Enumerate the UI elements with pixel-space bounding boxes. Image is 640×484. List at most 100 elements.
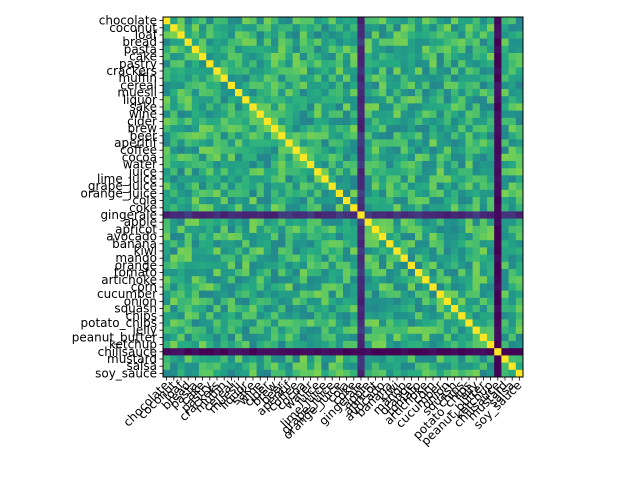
heatmap-cell [357,233,365,241]
heatmap-cell [220,168,229,176]
heatmap-cell [235,60,243,68]
heatmap-cell [407,348,416,356]
heatmap-cell [379,204,387,212]
y-tick-label: squash [114,302,157,316]
heatmap-cell [515,197,524,205]
heatmap-cell [242,305,250,313]
heatmap-cell [515,67,524,75]
heatmap-cell [364,290,373,299]
heatmap-cell [472,110,481,119]
heatmap-cell [436,17,445,25]
heatmap-cell [400,283,409,291]
heatmap-cell [285,38,293,47]
heatmap-cell [364,168,373,176]
heatmap-cell [235,74,243,83]
heatmap-cell [501,233,509,241]
heatmap-cell [400,38,409,47]
heatmap-cell [400,132,409,140]
heatmap-cell [163,189,171,198]
heatmap-cell [458,67,466,75]
heatmap-cell [407,168,416,176]
heatmap-cell [314,240,322,248]
heatmap-cell [393,81,401,90]
heatmap-cell [436,369,445,378]
heatmap-cell [494,117,502,126]
heatmap-cell [285,146,293,155]
heatmap-cell [271,110,279,119]
heatmap-cell [371,254,380,263]
heatmap-cell [199,319,207,327]
heatmap-cell [191,240,200,248]
heatmap-cell [364,175,373,183]
heatmap-cell [249,341,257,349]
heatmap-cell [443,355,452,363]
heatmap-cell [472,305,481,313]
heatmap-cell [451,319,459,327]
y-tick-label: cucumber [97,287,157,301]
heatmap-cell [357,326,365,335]
heatmap-cell [184,168,193,176]
heatmap-cell [184,276,193,284]
heatmap-cell [227,146,236,155]
heatmap-cell [415,240,423,248]
heatmap-cell [501,31,509,39]
heatmap-cell [299,153,308,162]
y-tick-label: artichoke [101,273,157,287]
heatmap-cell [170,240,178,248]
heatmap-cell [191,81,200,90]
heatmap-cell [465,341,473,349]
heatmap-cell [379,189,387,198]
heatmap-cell [465,197,473,205]
heatmap-cell [242,161,250,169]
heatmap-cell [263,341,272,349]
heatmap-cell [350,247,358,255]
heatmap-cell [328,225,337,234]
heatmap-cell [379,341,387,349]
heatmap-cell [508,197,517,205]
heatmap-cell [429,355,437,363]
heatmap-cell [443,204,452,212]
heatmap-cell [357,96,365,104]
heatmap-cell [256,161,265,169]
heatmap-cell [487,89,495,97]
heatmap-cell [415,132,423,140]
heatmap-cell [256,348,265,356]
heatmap-cell [343,204,351,212]
heatmap-cell [256,146,265,155]
heatmap-cell [213,333,221,342]
y-tick-label: coconut [109,21,157,35]
heatmap-cell [184,103,193,111]
heatmap-cell [451,117,459,126]
heatmap-cell [278,81,286,90]
heatmap-cell [515,276,524,284]
heatmap-cell [235,96,243,104]
heatmap-cell [501,189,509,198]
heatmap-cell [415,233,423,241]
heatmap-cell [472,117,481,126]
heatmap-cell [321,38,329,47]
heatmap-cell [170,326,178,335]
heatmap-cell [206,254,214,263]
heatmap-cell [213,283,221,291]
heatmap-cell [472,218,481,227]
heatmap-cell [235,67,243,75]
heatmap-cell [451,53,459,61]
heatmap-cell [321,161,329,169]
heatmap-cell [501,161,509,169]
heatmap-cell [307,161,315,169]
heatmap-cell [191,369,200,378]
heatmap-cell [242,89,250,97]
heatmap-cell [328,341,337,349]
heatmap-cell [415,38,423,47]
heatmap-cell [199,240,207,248]
heatmap-cell [191,290,200,299]
heatmap-cell [451,38,459,47]
heatmap-cell [357,362,365,371]
heatmap-cell [465,305,473,313]
heatmap-cell [314,132,322,140]
heatmap-cell [314,319,322,327]
heatmap-cell [487,53,495,61]
heatmap-cell [436,117,445,126]
heatmap-cell [451,348,459,356]
heatmap-cell [501,362,509,371]
